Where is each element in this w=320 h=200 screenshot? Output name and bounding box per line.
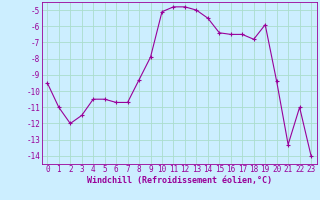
X-axis label: Windchill (Refroidissement éolien,°C): Windchill (Refroidissement éolien,°C) [87, 176, 272, 185]
